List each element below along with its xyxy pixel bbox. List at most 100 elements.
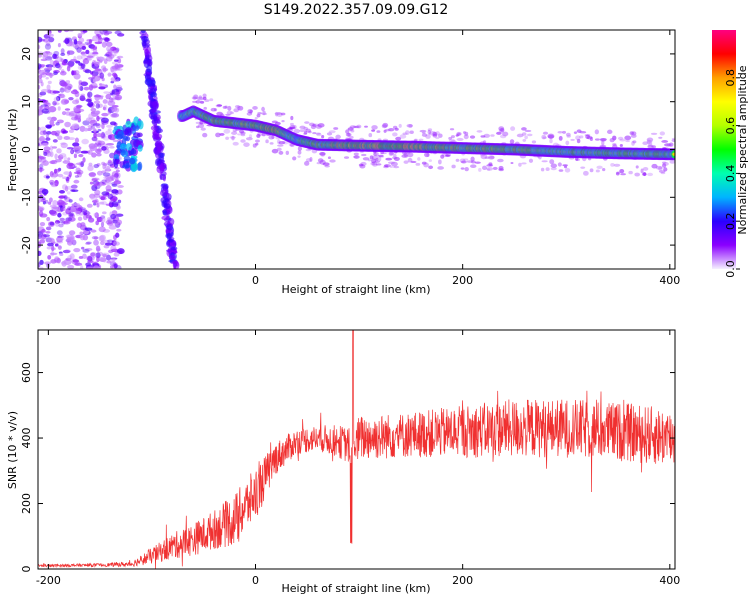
noise-speckle [103, 91, 110, 94]
ridge-noise [398, 123, 402, 128]
ridge-noise [209, 98, 214, 102]
ridge-noise [620, 173, 627, 176]
noise-speckle [72, 202, 81, 206]
noise-speckle [39, 166, 43, 173]
noise-speckle [81, 45, 87, 50]
noise-speckle [39, 213, 48, 218]
ridge-noise [564, 167, 571, 173]
ridge-noise [394, 127, 399, 131]
noise-speckle [101, 122, 105, 129]
noise-speckle [103, 32, 110, 36]
cluster-blob [124, 127, 133, 137]
ridge-noise [624, 135, 632, 141]
snr-series-line [38, 330, 675, 569]
ridge-noise [651, 145, 656, 149]
noise-speckle [67, 137, 76, 141]
noise-speckle [98, 256, 107, 261]
streak-blob [155, 128, 163, 134]
ridge-noise [580, 166, 586, 169]
noise-speckle [62, 249, 71, 254]
ridge-noise [470, 156, 475, 162]
x-tick-label: -200 [36, 574, 61, 587]
ridge-noise [317, 123, 325, 128]
noise-speckle [97, 36, 102, 40]
noise-speckle [75, 167, 81, 173]
streak-blob [159, 168, 165, 172]
noise-speckle [105, 100, 111, 103]
x-tick-label: 200 [452, 574, 473, 587]
ridge-noise [663, 167, 668, 172]
ridge-noise [354, 125, 361, 129]
cluster-blob [125, 120, 132, 129]
ridge-noise [488, 162, 493, 166]
ridge-noise [237, 133, 242, 136]
noise-speckle [96, 248, 101, 252]
noise-speckle [111, 61, 119, 65]
ridge-noise [385, 157, 393, 161]
noise-speckle [51, 245, 55, 252]
ridge-noise [297, 155, 301, 158]
ridge-noise [499, 134, 507, 139]
noise-speckle [68, 199, 73, 203]
noise-speckle [69, 110, 77, 117]
noise-speckle [89, 119, 98, 126]
ridge-noise [480, 135, 486, 138]
noise-speckle [72, 259, 80, 263]
noise-speckle [50, 250, 55, 257]
noise-speckle [41, 108, 50, 114]
noise-speckle [67, 162, 74, 167]
noise-speckle [47, 66, 52, 70]
noise-speckle [90, 195, 98, 201]
ridge-noise [566, 134, 571, 138]
ridge-noise [444, 154, 451, 157]
noise-speckle [53, 96, 60, 103]
ridge-noise [610, 163, 615, 167]
noise-speckle [90, 125, 95, 130]
noise-speckle [54, 243, 59, 247]
noise-speckle [72, 99, 80, 105]
streak-blob [153, 114, 158, 122]
noise-speckle [96, 152, 102, 157]
noise-speckle [93, 265, 100, 269]
ridge-noise [376, 130, 381, 133]
noise-speckle [115, 96, 119, 100]
noise-speckle [117, 199, 122, 204]
ridge-noise [516, 133, 524, 138]
noise-speckle [105, 46, 113, 52]
ridge-noise [463, 134, 469, 140]
noise-speckle [58, 93, 62, 97]
noise-speckle [52, 146, 58, 149]
ridge-noise [315, 132, 321, 135]
noise-speckle [38, 68, 41, 73]
noise-speckle [77, 216, 83, 222]
noise-speckle [87, 149, 93, 155]
noise-speckle [91, 62, 95, 67]
noise-speckle [88, 113, 94, 120]
streak-blob [155, 140, 163, 149]
noise-speckle [105, 52, 113, 58]
noise-speckle [76, 222, 82, 228]
noise-speckle [76, 105, 82, 108]
noise-speckle [54, 54, 59, 59]
ridge-noise [658, 166, 663, 172]
ridge-noise [303, 130, 308, 135]
ridge-noise [425, 134, 431, 139]
noise-speckle [61, 206, 66, 212]
noise-speckle [112, 258, 116, 262]
noise-speckle [108, 145, 115, 149]
noise-speckle [88, 84, 94, 91]
noise-speckle [55, 95, 61, 102]
ridge-noise [240, 133, 246, 137]
noise-speckle [93, 132, 97, 139]
noise-speckle [84, 247, 93, 251]
noise-speckle [57, 173, 64, 178]
noise-speckle [92, 35, 99, 42]
ridge-noise [249, 109, 253, 114]
ridge-noise [478, 167, 482, 172]
streak-blob [158, 152, 165, 158]
cluster-blob [132, 125, 140, 131]
ridge-noise [486, 168, 491, 171]
ridge-noise [262, 110, 266, 116]
ridge-noise [271, 120, 278, 124]
